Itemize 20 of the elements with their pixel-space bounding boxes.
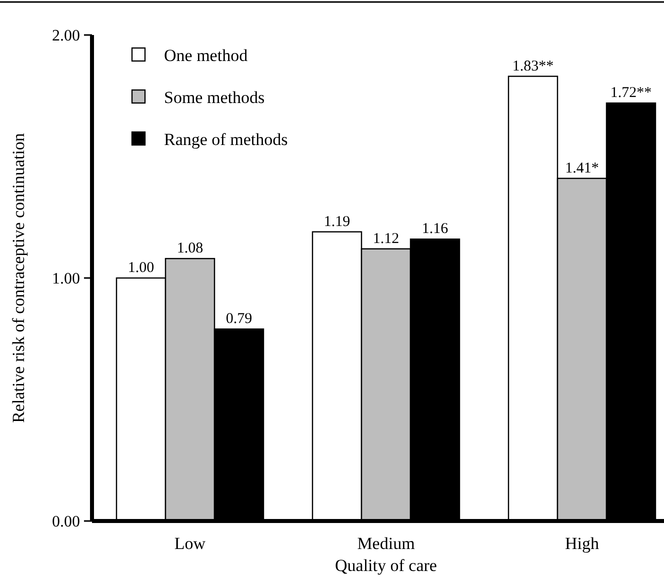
legend-label: Some methods: [164, 88, 265, 107]
y-axis-title: Relative risk of contraceptive continuation: [9, 132, 28, 423]
x-axis-title: Quality of care: [335, 556, 437, 575]
x-tick-label: Medium: [357, 534, 415, 553]
x-tick-label: High: [565, 534, 600, 553]
data-label: 1.00: [128, 260, 154, 276]
data-label: 1.08: [176, 240, 204, 257]
data-label: 1.72**: [610, 85, 652, 102]
legend-label: One method: [164, 46, 248, 65]
data-label: 0.79: [226, 311, 252, 328]
y-tick-label: 2.00: [52, 28, 80, 45]
data-label: 1.16: [422, 221, 449, 238]
data-label: 1.12: [372, 230, 400, 247]
data-label: 1.41*: [565, 160, 599, 176]
x-tick-label: Low: [174, 534, 206, 553]
data-label: 1.19: [324, 214, 350, 230]
legend-label: Range of methods: [164, 130, 288, 149]
y-tick-label: 1.00: [52, 270, 80, 288]
y-tick-label: 0.00: [52, 514, 80, 531]
data-label: 1.83**: [512, 58, 554, 74]
